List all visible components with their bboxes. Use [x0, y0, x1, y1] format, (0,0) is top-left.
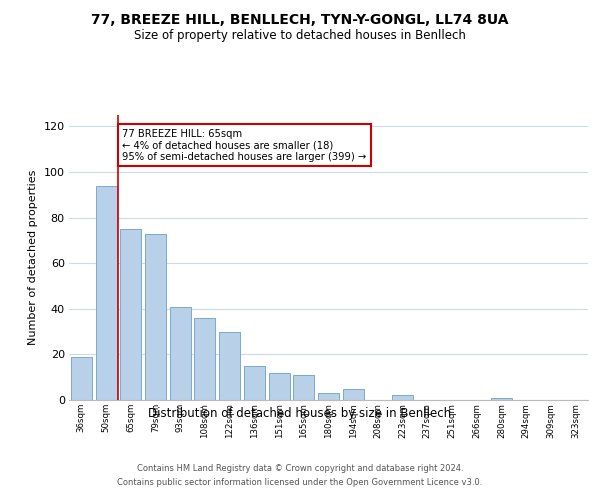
- Text: 77 BREEZE HILL: 65sqm
← 4% of detached houses are smaller (18)
95% of semi-detac: 77 BREEZE HILL: 65sqm ← 4% of detached h…: [122, 128, 367, 162]
- Bar: [219, 332, 240, 400]
- Bar: [145, 234, 166, 400]
- Y-axis label: Number of detached properties: Number of detached properties: [28, 170, 38, 345]
- Bar: [293, 375, 314, 400]
- Text: Size of property relative to detached houses in Benllech: Size of property relative to detached ho…: [134, 29, 466, 42]
- Text: Contains HM Land Registry data © Crown copyright and database right 2024.: Contains HM Land Registry data © Crown c…: [137, 464, 463, 473]
- Bar: [244, 366, 265, 400]
- Bar: [318, 393, 339, 400]
- Text: Contains public sector information licensed under the Open Government Licence v3: Contains public sector information licen…: [118, 478, 482, 487]
- Text: Distribution of detached houses by size in Benllech: Distribution of detached houses by size …: [148, 408, 452, 420]
- Bar: [269, 372, 290, 400]
- Bar: [491, 398, 512, 400]
- Text: 77, BREEZE HILL, BENLLECH, TYN-Y-GONGL, LL74 8UA: 77, BREEZE HILL, BENLLECH, TYN-Y-GONGL, …: [91, 12, 509, 26]
- Bar: [95, 186, 116, 400]
- Bar: [71, 356, 92, 400]
- Bar: [170, 306, 191, 400]
- Bar: [392, 396, 413, 400]
- Bar: [120, 229, 141, 400]
- Bar: [194, 318, 215, 400]
- Bar: [343, 388, 364, 400]
